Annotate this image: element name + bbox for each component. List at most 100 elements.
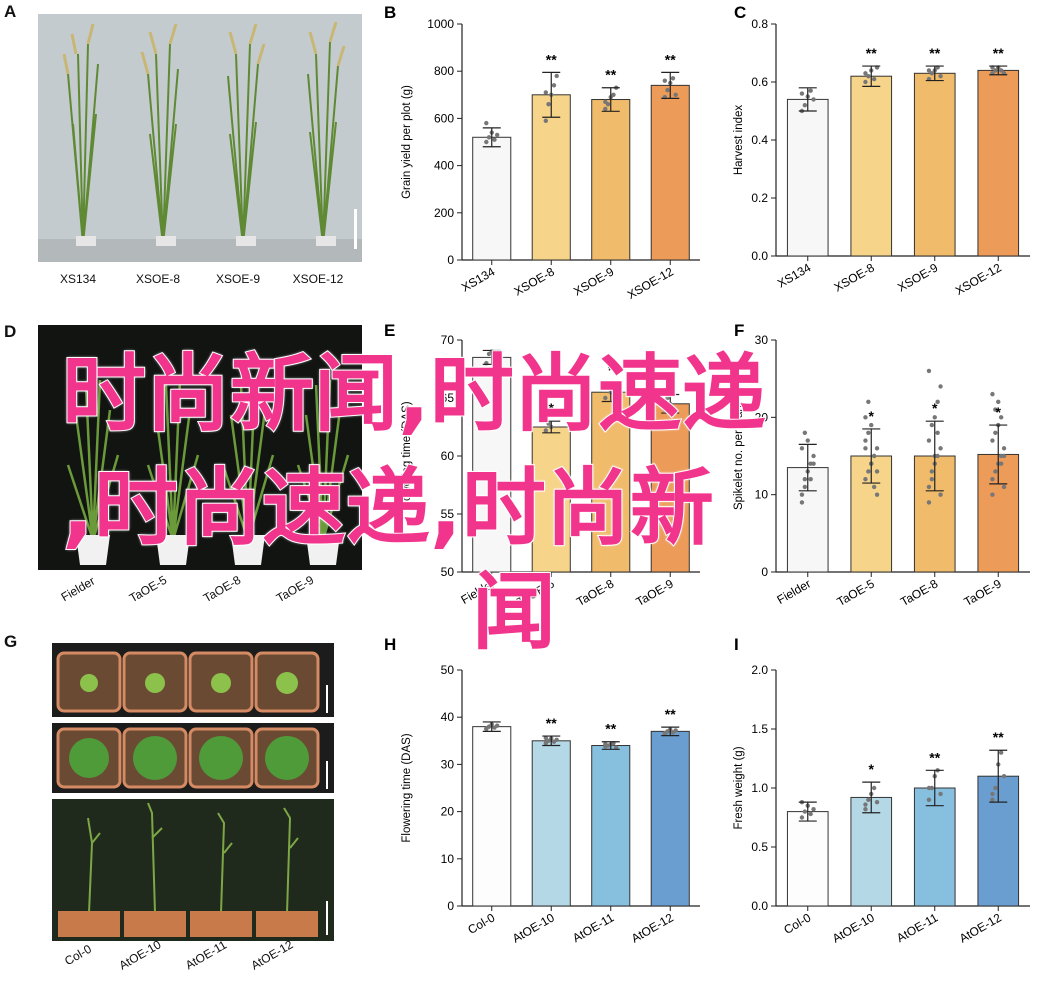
panel-letter-g: G xyxy=(4,632,18,651)
y-tick-label: 2.0 xyxy=(751,663,768,677)
y-tick-label: 1.5 xyxy=(751,722,768,736)
x-tick-label: XSOE-8 xyxy=(512,264,557,298)
data-point xyxy=(996,399,1001,405)
data-point xyxy=(811,807,816,812)
data-point xyxy=(603,99,608,105)
y-tick-label: 0.6 xyxy=(751,75,768,89)
bar xyxy=(591,99,631,261)
y-tick-label: 800 xyxy=(434,64,454,78)
data-point xyxy=(869,422,874,428)
data-point xyxy=(799,815,805,820)
data-point xyxy=(546,421,551,426)
y-tick-label: 0.4 xyxy=(751,133,768,147)
photo-a-label-1: XS134 xyxy=(59,272,97,286)
significance-label: * xyxy=(932,400,938,416)
x-tick-label: AtOE-11 xyxy=(570,910,616,945)
data-point xyxy=(874,469,880,474)
x-tick-label: TaOE-9 xyxy=(962,576,1005,609)
data-point xyxy=(871,76,877,82)
data-point xyxy=(863,802,868,807)
data-point xyxy=(993,430,998,435)
data-point xyxy=(802,484,808,490)
x-tick-label: AtOE-11 xyxy=(894,910,940,945)
data-point xyxy=(926,785,932,791)
panel-letter-c: C xyxy=(734,3,746,22)
data-point xyxy=(805,438,810,443)
panel-letter-f: F xyxy=(734,321,744,340)
photo-arabidopsis xyxy=(52,643,334,941)
x-tick-label: XSOE-8 xyxy=(832,260,877,294)
bar xyxy=(650,730,690,907)
y-axis-label: Flowering time (DAS) xyxy=(401,733,413,842)
significance-label: ** xyxy=(605,721,616,737)
data-point xyxy=(938,791,943,797)
data-point xyxy=(494,132,500,138)
data-point xyxy=(998,750,1004,755)
data-point xyxy=(871,484,877,490)
panel-letter-i: I xyxy=(734,635,739,654)
y-tick-label: 10 xyxy=(441,852,455,866)
panel-letter-b: B xyxy=(384,3,396,22)
y-tick-label: 0.2 xyxy=(751,191,768,205)
data-point xyxy=(929,71,935,76)
y-tick-label: 30 xyxy=(441,757,455,771)
panel-letter-a: A xyxy=(4,2,17,21)
data-point xyxy=(808,88,813,93)
data-point xyxy=(486,135,492,140)
y-tick-label: 50 xyxy=(441,565,455,579)
data-point xyxy=(662,78,668,83)
x-tick-label: Col-0 xyxy=(465,910,497,937)
y-tick-label: 65 xyxy=(441,391,455,405)
data-point xyxy=(492,137,497,142)
x-tick-label: XSOE-12 xyxy=(625,264,676,302)
data-point xyxy=(551,83,557,88)
data-point xyxy=(863,79,868,85)
bar xyxy=(472,356,512,573)
x-tick-label: TaOE-5 xyxy=(515,576,558,609)
data-point xyxy=(866,74,871,79)
y-axis-label: Grain yield per plot (g) xyxy=(401,85,413,199)
y-tick-label: 200 xyxy=(434,206,454,220)
significance-label: ** xyxy=(605,67,616,83)
data-point xyxy=(990,492,995,497)
data-point xyxy=(546,102,551,107)
data-point xyxy=(484,139,489,145)
bar xyxy=(531,740,571,907)
x-tick-label: TaOE-8 xyxy=(574,576,617,609)
x-tick-label: XSOE-9 xyxy=(895,260,940,294)
x-tick-label: TaOE-8 xyxy=(898,576,941,609)
photo-a-label-2: XSOE-8 xyxy=(135,272,180,286)
photo-rice-plants xyxy=(38,14,362,262)
data-point xyxy=(932,415,937,420)
data-point xyxy=(484,726,489,731)
y-tick-label: 40 xyxy=(441,710,455,724)
y-tick-label: 400 xyxy=(434,159,454,173)
y-axis-label: Spikelet no. per plant xyxy=(733,401,745,510)
x-tick-label: Fielder xyxy=(774,576,813,606)
y-tick-label: 0.0 xyxy=(751,899,768,913)
bar xyxy=(591,391,631,573)
y-tick-label: 0 xyxy=(447,899,454,913)
data-point xyxy=(808,811,813,817)
bar xyxy=(913,72,956,257)
data-point xyxy=(799,492,805,497)
data-point xyxy=(998,68,1004,73)
data-point xyxy=(926,484,932,490)
bar xyxy=(913,787,956,907)
data-point xyxy=(554,73,559,79)
y-tick-label: 600 xyxy=(434,111,454,125)
data-point xyxy=(670,76,676,81)
data-point xyxy=(926,68,932,73)
data-point xyxy=(993,469,998,474)
data-point xyxy=(866,469,871,474)
significance-label: ** xyxy=(866,45,877,61)
photo-d-label-3: TaOE-8 xyxy=(200,572,244,606)
rice-plant-2 xyxy=(140,23,179,245)
rice-plant-1 xyxy=(62,23,99,245)
data-point xyxy=(866,797,871,802)
y-tick-label: 0 xyxy=(447,253,454,267)
panel-letter-d: D xyxy=(4,322,17,341)
data-point xyxy=(673,92,678,98)
significance-label: ** xyxy=(546,51,557,67)
data-point xyxy=(990,791,995,797)
